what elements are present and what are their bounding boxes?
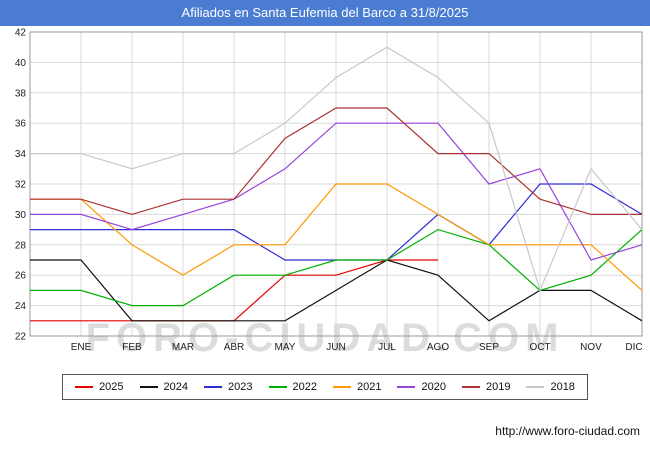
legend: 2025 2024 2023 2022 2021 2020 2019 2018: [0, 374, 650, 400]
legend-item-2019: 2019: [461, 381, 511, 393]
legend-swatch-2025: [75, 386, 94, 388]
legend-label-2023: 2023: [228, 381, 253, 393]
chart-title: Afiliados en Santa Eufemia del Barco a 3…: [0, 0, 650, 26]
legend-item-2022: 2022: [268, 381, 317, 393]
series-2020-line: [30, 122, 643, 261]
x-tick-label: JUN: [326, 342, 345, 353]
legend-swatch-2019: [461, 386, 480, 388]
legend-swatch-2020: [397, 386, 416, 388]
legend-swatch-2018: [526, 386, 545, 388]
legend-label-2024: 2024: [163, 381, 189, 393]
y-tick-label: 38: [15, 88, 27, 99]
legend-label-2019: 2019: [485, 381, 511, 393]
y-tick-label: 40: [15, 58, 27, 69]
legend-label-2018: 2018: [550, 381, 575, 393]
x-tick-label: MAR: [172, 342, 194, 353]
x-tick-label: FEB: [122, 342, 142, 353]
legend-item-2021: 2021: [333, 381, 381, 393]
legend-item-2025: 2025: [75, 381, 124, 393]
legend-label-2025: 2025: [99, 381, 124, 393]
x-tick-label: DIC: [625, 342, 642, 353]
legend-item-2018: 2018: [526, 381, 575, 393]
y-tick-label: 26: [15, 271, 27, 282]
series-2018-line: [30, 46, 643, 293]
y-tick-label: 24: [15, 301, 27, 312]
line-chart: 22 24 26 28 30 32 34 36 38 40 42 ENE FEB MAR ABR MAY JUN…: [15, 28, 643, 354]
x-tick-label: MAY: [275, 342, 296, 353]
legend-swatch-2024: [139, 386, 158, 388]
x-tick-label: OCT: [529, 342, 550, 353]
legend-label-2020: 2020: [421, 381, 446, 393]
y-tick-label: 42: [15, 28, 27, 39]
legend-item-2020: 2020: [397, 381, 446, 393]
legend-swatch-2022: [268, 386, 287, 388]
y-tick-label: 22: [15, 332, 27, 343]
x-tick-label: SEP: [479, 342, 499, 353]
legend-swatch-2023: [204, 386, 223, 388]
y-tick-label: 30: [15, 210, 27, 221]
legend-label-2022: 2022: [292, 381, 317, 393]
y-tick-label: 32: [15, 180, 27, 191]
x-tick-label: JUL: [378, 342, 396, 353]
legend-item-2024: 2024: [139, 381, 189, 393]
y-tick-label: 36: [15, 119, 27, 130]
series-2019-line: [30, 107, 642, 216]
plot-border: [29, 31, 643, 337]
x-tick-label: ABR: [224, 342, 245, 353]
y-tick-label: 34: [15, 149, 27, 160]
legend-box: 2025 2024 2023 2022 2021 2020 2019 2018: [62, 374, 588, 400]
legend-swatch-2021: [333, 386, 351, 388]
x-tick-label: NOV: [580, 342, 602, 353]
footer-url[interactable]: http://www.foro-ciudad.com: [495, 424, 640, 438]
x-tick-label: ENE: [71, 342, 92, 353]
series-2021-line: [30, 183, 643, 291]
x-tick-label: AGO: [427, 342, 449, 353]
y-tick-label: 28: [15, 240, 27, 251]
legend-label-2021: 2021: [357, 381, 382, 393]
legend-item-2023: 2023: [204, 381, 253, 393]
